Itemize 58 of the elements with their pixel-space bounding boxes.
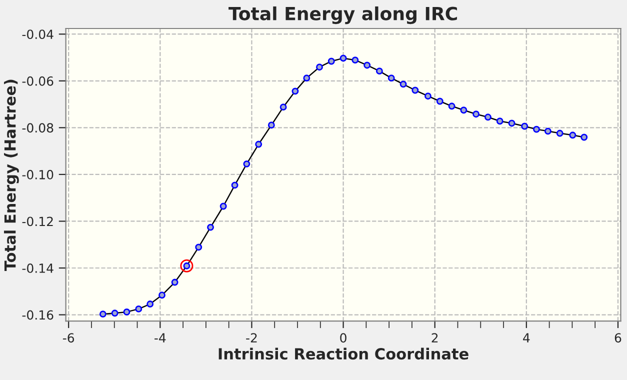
- point: [328, 58, 335, 65]
- point: [388, 74, 395, 82]
- point: [231, 182, 238, 189]
- y-tick-label: -0.08: [22, 123, 54, 133]
- point: [243, 160, 250, 168]
- point: [99, 310, 106, 318]
- point: [424, 92, 432, 100]
- point: [220, 202, 227, 210]
- point: [472, 110, 480, 118]
- point: [146, 300, 154, 308]
- point: [556, 130, 564, 137]
- point: [280, 104, 287, 111]
- point: [180, 259, 194, 272]
- point: [303, 74, 310, 82]
- point: [340, 54, 347, 62]
- point: [508, 120, 516, 127]
- point: [436, 98, 444, 105]
- point: [533, 126, 540, 133]
- x-tick-label: -2: [246, 333, 257, 342]
- point: [316, 64, 323, 71]
- x-tick-label: 2: [432, 333, 438, 342]
- point: [376, 68, 383, 75]
- point: [111, 310, 118, 317]
- y-tick-label: -0.12: [22, 216, 53, 226]
- point: [460, 106, 468, 114]
- point: [544, 128, 552, 135]
- point: [580, 134, 588, 141]
- x-axis-title: Intrinsic Reaction Coordinate: [218, 348, 468, 360]
- y-tick-label: -0.04: [22, 30, 54, 40]
- point: [268, 122, 275, 129]
- x-tick-label: -6: [62, 333, 74, 343]
- y-tick-label: -0.14: [22, 263, 54, 273]
- point: [448, 102, 456, 110]
- point: [195, 244, 202, 251]
- chart-title: Total Energy along IRC: [228, 6, 457, 24]
- point: [484, 114, 492, 121]
- point: [412, 86, 419, 94]
- point: [207, 224, 214, 231]
- point: [352, 56, 359, 64]
- point: [496, 118, 504, 125]
- x-tick-label: 0: [340, 333, 346, 343]
- point: [292, 88, 299, 95]
- point: [400, 80, 407, 88]
- y-tick-label: -0.06: [22, 76, 54, 86]
- y-tick-label: -0.16: [22, 310, 54, 320]
- y-tick-label: -0.10: [22, 170, 54, 180]
- point: [521, 122, 528, 130]
- point: [123, 308, 130, 316]
- point: [364, 62, 371, 69]
- point: [255, 140, 262, 148]
- point: [171, 278, 178, 286]
- x-tick-label: -4: [154, 333, 166, 342]
- x-tick-label: 6: [614, 333, 622, 343]
- point: [135, 305, 142, 312]
- y-axis-title: Total Energy (Hartree): [4, 80, 19, 272]
- point: [569, 132, 576, 139]
- point: [158, 292, 166, 299]
- x-tick-label: 4: [523, 333, 530, 342]
